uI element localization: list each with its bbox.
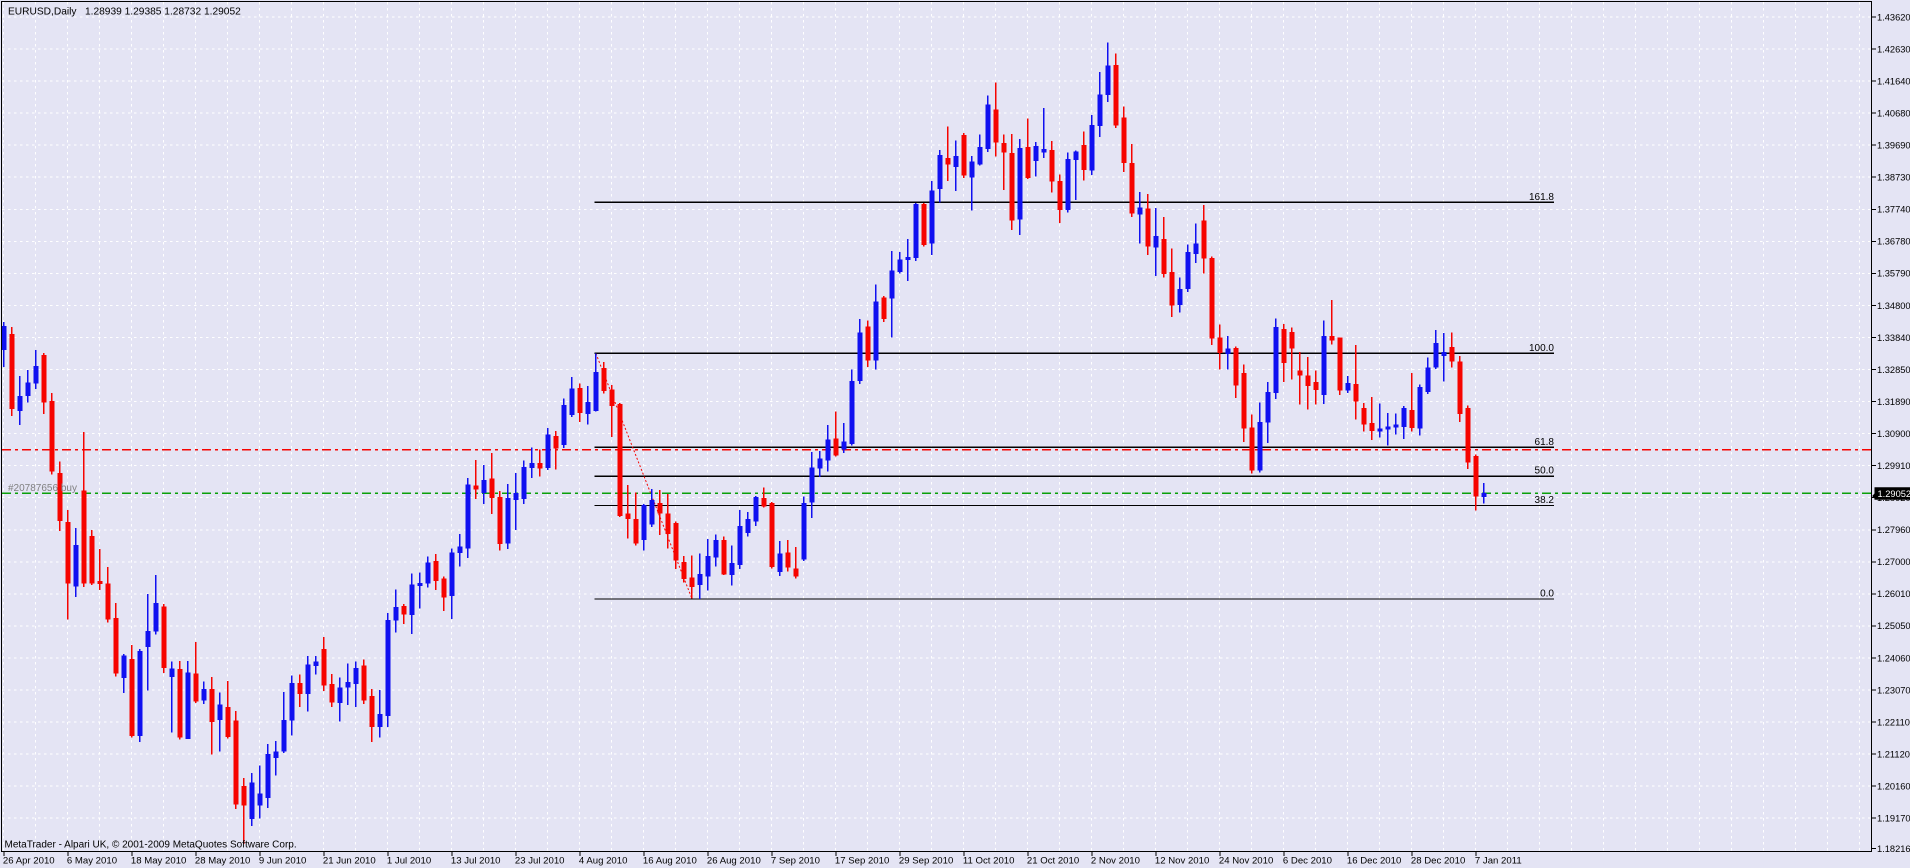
svg-text:1 Jul 2010: 1 Jul 2010: [387, 856, 431, 867]
svg-text:17 Sep 2010: 17 Sep 2010: [835, 856, 889, 867]
svg-text:6 Dec 2010: 6 Dec 2010: [1283, 856, 1332, 867]
svg-text:1.43620: 1.43620: [1877, 12, 1910, 22]
svg-text:1.23070: 1.23070: [1877, 685, 1910, 695]
svg-text:1.37740: 1.37740: [1877, 205, 1910, 215]
svg-text:4 Aug 2010: 4 Aug 2010: [579, 856, 628, 867]
svg-text:1.27960: 1.27960: [1877, 525, 1910, 535]
svg-text:1.38730: 1.38730: [1877, 173, 1910, 183]
svg-text:28 Dec 2010: 28 Dec 2010: [1411, 856, 1465, 867]
svg-text:1.39690: 1.39690: [1877, 141, 1910, 151]
svg-text:1.29052: 1.29052: [1878, 489, 1910, 499]
svg-text:28 May 2010: 28 May 2010: [195, 856, 250, 867]
svg-text:21 Oct 2010: 21 Oct 2010: [1027, 856, 1079, 867]
svg-text:11 Oct 2010: 11 Oct 2010: [963, 856, 1015, 867]
svg-text:23 Jul 2010: 23 Jul 2010: [515, 856, 565, 867]
svg-text:#20787656 buy: #20787656 buy: [8, 483, 77, 494]
svg-text:50.0: 50.0: [1535, 466, 1555, 477]
svg-text:16 Dec 2010: 16 Dec 2010: [1347, 856, 1401, 867]
svg-text:1.27000: 1.27000: [1877, 557, 1910, 567]
svg-text:1.22110: 1.22110: [1877, 717, 1910, 727]
svg-text:7 Sep 2010: 7 Sep 2010: [771, 856, 820, 867]
svg-text:1.30900: 1.30900: [1877, 429, 1910, 439]
svg-text:1.41640: 1.41640: [1877, 76, 1910, 86]
svg-text:100.0: 100.0: [1529, 343, 1554, 354]
svg-text:1.26010: 1.26010: [1877, 589, 1910, 599]
svg-text:16 Aug 2010: 16 Aug 2010: [643, 856, 697, 867]
svg-text:2 Nov 2010: 2 Nov 2010: [1091, 856, 1140, 867]
svg-text:21 Jun 2010: 21 Jun 2010: [323, 856, 376, 867]
svg-text:1.21120: 1.21120: [1877, 749, 1910, 759]
svg-text:29 Sep 2010: 29 Sep 2010: [899, 856, 953, 867]
svg-text:1.42630: 1.42630: [1877, 44, 1910, 54]
svg-text:1.33840: 1.33840: [1877, 333, 1910, 343]
svg-text:24 Nov 2010: 24 Nov 2010: [1219, 856, 1273, 867]
svg-text:1.32850: 1.32850: [1877, 365, 1910, 375]
svg-text:1.20160: 1.20160: [1877, 782, 1910, 792]
svg-text:1.29910: 1.29910: [1877, 461, 1910, 471]
svg-text:1.19170: 1.19170: [1877, 814, 1910, 824]
svg-text:1.18216: 1.18216: [1877, 844, 1910, 854]
svg-text:13 Jul 2010: 13 Jul 2010: [451, 856, 501, 867]
svg-text:EURUSD,Daily 1.28939 1.29385: EURUSD,Daily 1.28939 1.29385 1.28732 1.2…: [8, 7, 241, 18]
svg-text:1.35790: 1.35790: [1877, 269, 1910, 279]
svg-text:18 May 2010: 18 May 2010: [131, 856, 186, 867]
svg-text:12 Nov 2010: 12 Nov 2010: [1155, 856, 1209, 867]
svg-text:6 May 2010: 6 May 2010: [67, 856, 117, 867]
svg-text:26 Aug 2010: 26 Aug 2010: [707, 856, 761, 867]
svg-text:1.24060: 1.24060: [1877, 653, 1910, 663]
svg-text:26 Apr 2010: 26 Apr 2010: [3, 856, 55, 867]
svg-text:38.2: 38.2: [1535, 495, 1555, 506]
svg-text:61.8: 61.8: [1535, 437, 1555, 448]
svg-text:9 Jun 2010: 9 Jun 2010: [259, 856, 306, 867]
svg-text:1.25050: 1.25050: [1877, 621, 1910, 631]
svg-text:1.36780: 1.36780: [1877, 237, 1910, 247]
svg-text:1.40680: 1.40680: [1877, 108, 1910, 118]
svg-text:0.0: 0.0: [1540, 589, 1554, 600]
svg-text:1.31890: 1.31890: [1877, 397, 1910, 407]
svg-text:161.8: 161.8: [1529, 192, 1554, 203]
svg-text:1.34800: 1.34800: [1877, 301, 1910, 311]
svg-text:7 Jan 2011: 7 Jan 2011: [1475, 856, 1522, 867]
svg-text:MetaTrader - Alpari UK, © 2001: MetaTrader - Alpari UK, © 2001-2009 Meta…: [5, 840, 297, 851]
